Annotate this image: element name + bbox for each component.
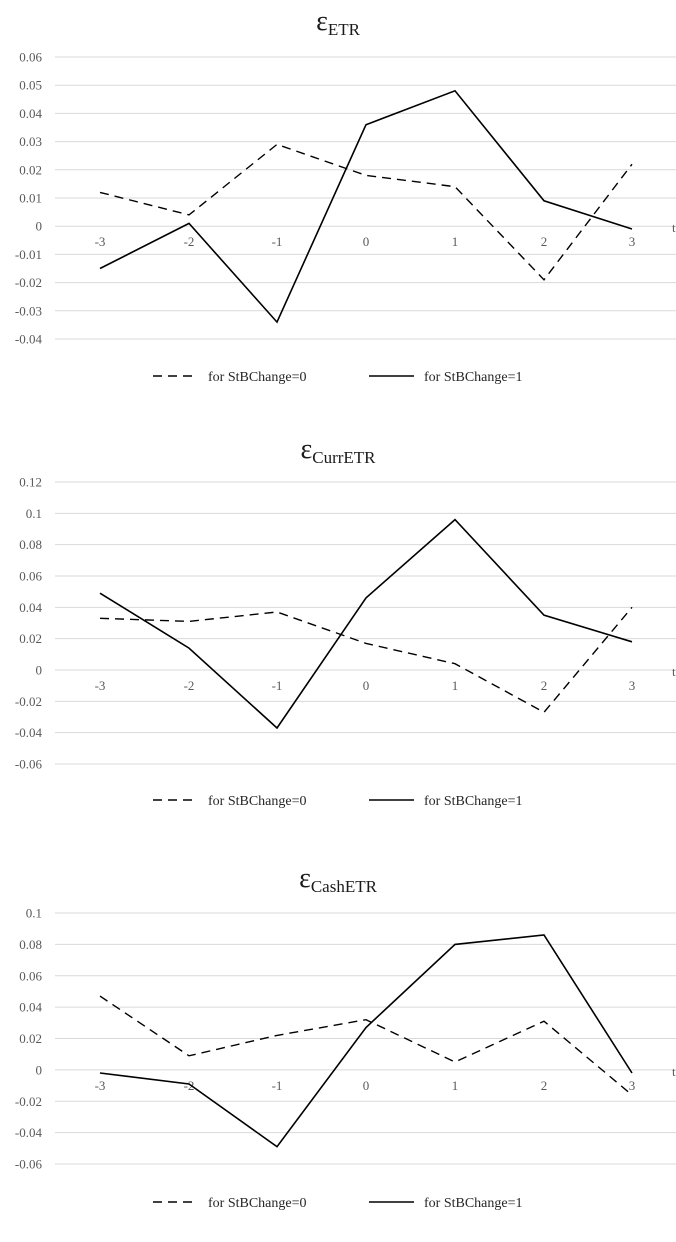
x-tick-label: 3: [629, 678, 636, 693]
y-tick-label: 0: [36, 1062, 43, 1077]
legend: for StBChange=0 for StBChange=1: [153, 370, 523, 385]
x-tick-label: 0: [363, 1078, 370, 1093]
y-tick-label: -0.06: [15, 1157, 43, 1172]
y-tick-label: 0.01: [19, 191, 42, 206]
y-tick-label: 0.02: [19, 631, 42, 646]
y-tick-label: 0.04: [19, 1000, 42, 1015]
legend: for StBChange=0 for StBChange=1: [153, 794, 523, 809]
legend-label: for StBChange=1: [424, 794, 523, 809]
series-line-stbchange-0: [99, 995, 633, 1096]
chart-title-symbol: ε: [299, 863, 311, 894]
y-tick-label: -0.02: [15, 694, 42, 709]
x-tick-label: 1: [452, 678, 459, 693]
y-tick-label: 0.08: [19, 537, 42, 552]
x-tick-label: -1: [272, 678, 283, 693]
x-tick-label: -2: [184, 678, 195, 693]
y-tick-label: -0.02: [15, 1094, 42, 1109]
y-tick-label: 0.1: [26, 506, 42, 521]
y-tick-label: 0.12: [19, 475, 42, 490]
y-tick-label: 0.06: [19, 569, 42, 584]
x-axis-letter: t: [672, 220, 676, 235]
y-tick-label: -0.02: [15, 275, 42, 290]
x-tick-label: -2: [184, 1078, 195, 1093]
chart-title-subscript: CashETR: [311, 877, 378, 896]
series-line-stbchange-1: [99, 89, 633, 324]
legend-label: for StBChange=1: [424, 370, 523, 385]
chart-1: εETR 0.06 0.05 0.04 0.03 0.02 0.01 0 -0.01 -0.02 -…: [15, 6, 676, 385]
y-tick-label: 0.08: [19, 937, 42, 952]
x-tick-label: 0: [363, 234, 370, 249]
series-line-stbchange-1: [99, 934, 633, 1148]
x-tick-label: -3: [95, 678, 106, 693]
y-tick-label: -0.04: [15, 332, 43, 347]
y-tick-label: 0.03: [19, 134, 42, 149]
chart-title: εETR: [316, 6, 361, 39]
legend-label: for StBChange=0: [208, 370, 307, 385]
x-tick-label: 3: [629, 1078, 636, 1093]
x-tick-label: -1: [272, 1078, 283, 1093]
y-tick-label: 0: [36, 219, 43, 234]
x-tick-label: -2: [184, 234, 195, 249]
series-line-stbchange-0: [99, 143, 633, 281]
x-tick-label: 1: [452, 1078, 459, 1093]
x-tick-label: 2: [541, 1078, 548, 1093]
chart-title-symbol: ε: [316, 6, 328, 37]
y-tick-label: -0.03: [15, 303, 42, 318]
y-tick-label: -0.06: [15, 757, 43, 772]
x-tick-label: -3: [95, 1078, 106, 1093]
y-tick-label: -0.01: [15, 247, 42, 262]
chart-title: εCurrETR: [300, 434, 376, 467]
chart-title-subscript: CurrETR: [312, 448, 376, 467]
y-tick-label: 0.06: [19, 50, 42, 65]
y-tick-label: -0.04: [15, 1125, 43, 1140]
y-tick-label: 0.04: [19, 600, 42, 615]
x-tick-label: -3: [95, 234, 106, 249]
y-tick-label: 0.06: [19, 968, 42, 983]
x-tick-label: -1: [272, 234, 283, 249]
x-axis-letter: t: [672, 1064, 676, 1079]
y-tick-label: 0.02: [19, 1031, 42, 1046]
x-tick-label: 3: [629, 234, 636, 249]
y-tick-label: 0.02: [19, 162, 42, 177]
x-tick-label: 1: [452, 234, 459, 249]
x-tick-label: 0: [363, 678, 370, 693]
series-line-stbchange-0: [99, 606, 633, 714]
legend: for StBChange=0 for StBChange=1: [153, 1196, 523, 1211]
x-axis-letter: t: [672, 664, 676, 679]
legend-label: for StBChange=1: [424, 1196, 523, 1211]
chart-title-symbol: ε: [300, 434, 312, 465]
y-tick-label: -0.04: [15, 725, 43, 740]
y-tick-label: 0.05: [19, 78, 42, 93]
series-line-stbchange-1: [99, 518, 633, 730]
x-tick-label: 2: [541, 234, 548, 249]
chart-title-subscript: ETR: [328, 20, 361, 39]
y-tick-label: 0: [36, 663, 43, 678]
legend-label: for StBChange=0: [208, 1196, 307, 1211]
chart-2: εCurrETR 0.12 0.1 0.08 0.06 0.04 0.02 0 -0.02 -0.…: [15, 434, 676, 809]
x-tick-label: 2: [541, 678, 548, 693]
y-tick-label: 0.04: [19, 106, 42, 121]
chart-3: εCashETR 0.1 0.08 0.06 0.04 0.02 0 -0.02 -0.04 -0…: [15, 863, 676, 1211]
chart-title: εCashETR: [299, 863, 378, 896]
y-tick-label: 0.1: [26, 906, 42, 921]
legend-label: for StBChange=0: [208, 794, 307, 809]
